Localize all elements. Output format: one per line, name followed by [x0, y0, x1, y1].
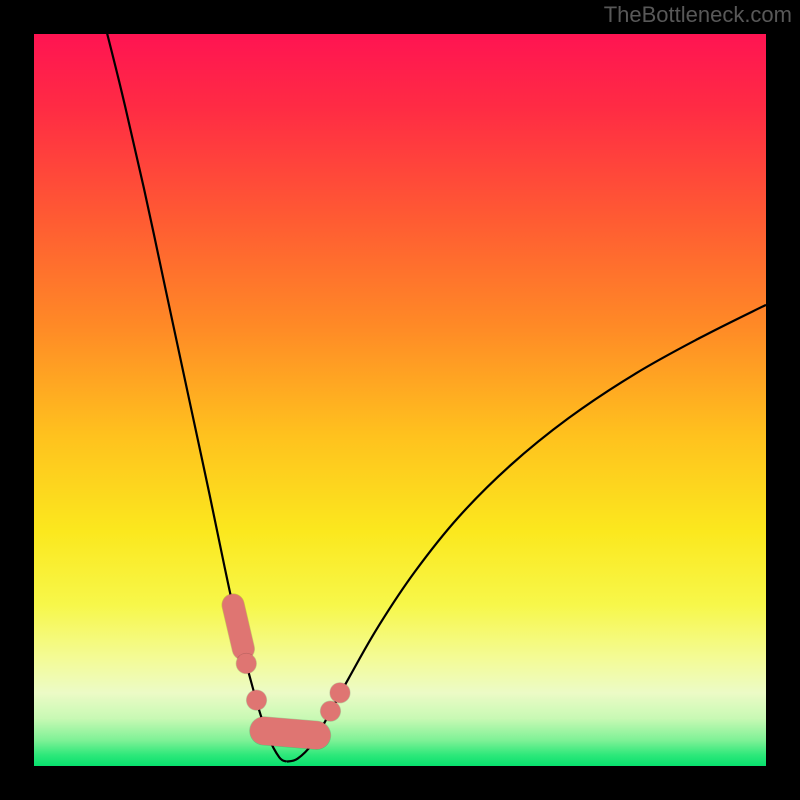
bottleneck-chart-svg	[0, 0, 800, 800]
marker-right-dot-1	[330, 683, 350, 703]
plot-area	[34, 19, 766, 766]
marker-left-dot-0	[236, 654, 256, 674]
chart-container: TheBottleneck.com	[0, 0, 800, 800]
watermark-text: TheBottleneck.com	[604, 2, 792, 28]
marker-left-dot-1	[247, 690, 267, 710]
marker-bottom-bar	[264, 731, 317, 735]
marker-right-dot-0	[320, 701, 340, 721]
marker-left-bar	[233, 605, 243, 649]
gradient-background	[34, 34, 766, 766]
